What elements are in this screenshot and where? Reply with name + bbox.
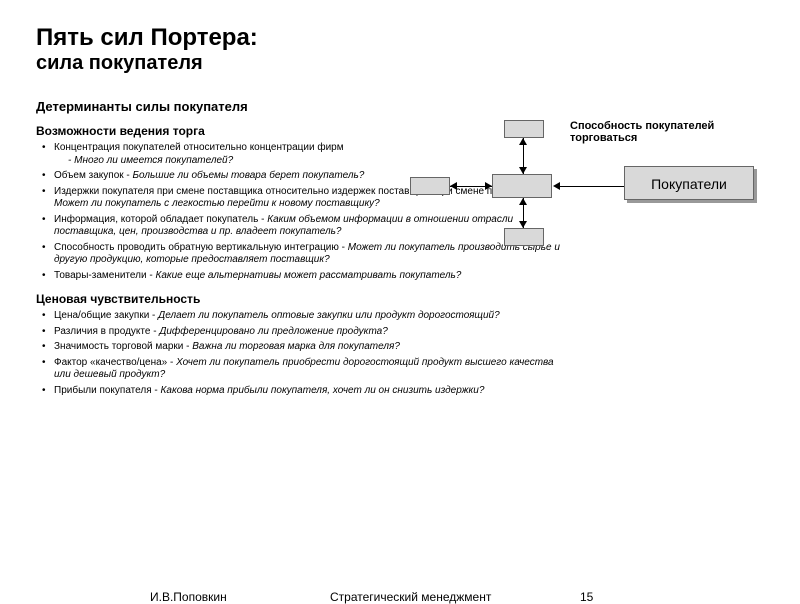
diagram-box-buyers: Покупатели <box>624 166 754 200</box>
diagram-box-bottom <box>504 228 544 246</box>
diagram-box-top <box>504 120 544 138</box>
list-item: Фактор «качество/цена» - Хочет ли покупа… <box>40 357 560 382</box>
list-item: Различия в продукте - Дифференцировано л… <box>40 326 560 339</box>
title-sub: сила покупателя <box>36 52 764 75</box>
title-main: Пять сил Портера: <box>36 24 764 52</box>
footer-author: И.В.Поповкин <box>150 590 227 604</box>
diagram-caption: Способность покупателей торговаться <box>570 120 740 144</box>
subheading: Детерминанты силы покупателя <box>36 99 576 114</box>
footer-page: 15 <box>580 590 593 604</box>
footer-course: Стратегический менеджмент <box>330 590 491 604</box>
forces-diagram: Способность покупателей торговаться Поку… <box>400 120 780 270</box>
section2-list: Цена/общие закупки - Делает ли покупател… <box>36 310 576 397</box>
list-item: Прибыли покупателя - Какова норма прибыл… <box>40 385 560 398</box>
section2-heading: Ценовая чувствительность <box>36 292 576 306</box>
list-item: Цена/общие закупки - Делает ли покупател… <box>40 310 560 323</box>
diagram-box-left <box>410 177 450 195</box>
list-item: Значимость торговой марки - Важна ли тор… <box>40 341 560 354</box>
diagram-box-center <box>492 174 552 198</box>
list-item: Товары-заменители - Какие еще альтернати… <box>40 270 560 283</box>
